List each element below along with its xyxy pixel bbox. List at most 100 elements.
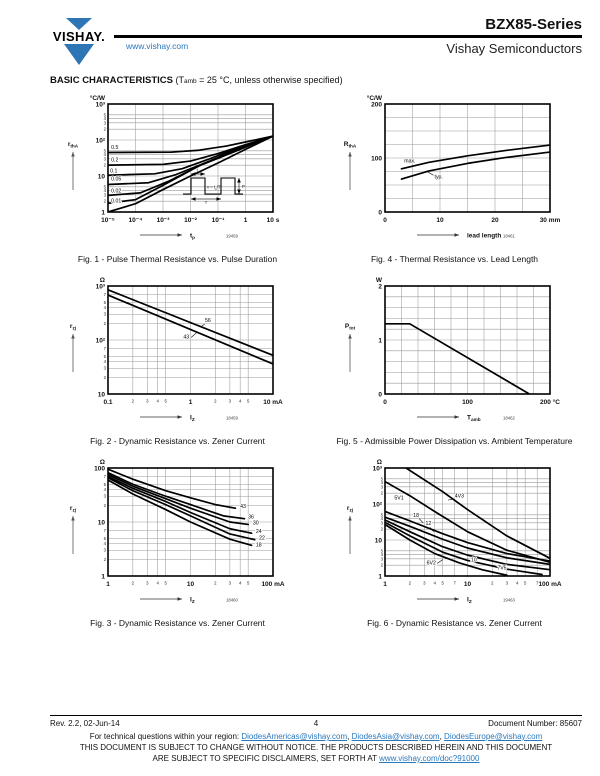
svg-text:10 s: 10 s <box>266 217 279 224</box>
svg-text:2: 2 <box>131 581 134 586</box>
email-link-americas[interactable]: DiodesAmericas@vishay.com <box>241 732 348 741</box>
svg-text:10³: 10³ <box>95 283 105 290</box>
svg-text:19463: 19463 <box>503 598 516 603</box>
page-footer: Rev. 2.2, 02-Jun-14 4 Document Number: 8… <box>50 715 582 764</box>
svg-text:100: 100 <box>94 465 105 472</box>
svg-text:3: 3 <box>228 581 231 586</box>
svg-text:4: 4 <box>103 116 106 121</box>
logo-wordmark: VISHAY. <box>52 29 106 44</box>
section-heading: BASIC CHARACTERISTICS (Tamb = 25 °C, unl… <box>50 75 582 86</box>
svg-text:4: 4 <box>103 359 106 364</box>
svg-text:°C/W: °C/W <box>366 94 382 102</box>
figure-5: 0 100 200 °C 2 1 0 W Ptot Tamb 18462 Fig. 5 - Adm… <box>327 274 582 446</box>
email-link-europe[interactable]: DiodesEurope@vishay.com <box>444 732 543 741</box>
svg-text:3: 3 <box>103 192 106 197</box>
svg-text:Ω: Ω <box>99 277 104 284</box>
contact-prefix: For technical questions within your regi… <box>89 732 242 741</box>
svg-text:4: 4 <box>515 581 518 586</box>
vishay-website-link[interactable]: www.vishay.com <box>126 41 189 51</box>
svg-text:5: 5 <box>103 148 106 153</box>
t-amb-subscript: amb <box>183 78 197 85</box>
svg-text:4: 4 <box>103 188 106 193</box>
svg-text:2: 2 <box>131 399 134 404</box>
svg-text:IZ: IZ <box>467 597 472 605</box>
svg-text:5: 5 <box>523 581 526 586</box>
svg-text:7: 7 <box>103 528 106 533</box>
figure-caption: Fig. 5 - Admissible Power Dissipation vs… <box>336 436 573 446</box>
svg-text:43: 43 <box>240 504 246 510</box>
svg-text:10: 10 <box>463 581 471 588</box>
svg-text:Ω: Ω <box>376 459 381 466</box>
svg-text:5V1: 5V1 <box>394 495 403 501</box>
svg-text:7: 7 <box>536 581 539 586</box>
svg-text:5: 5 <box>441 581 444 586</box>
svg-text:2: 2 <box>491 581 494 586</box>
logo-triangle-top-icon <box>66 18 92 30</box>
svg-text:rthA: rthA <box>67 141 78 149</box>
svg-text:0.05: 0.05 <box>111 177 121 183</box>
email-link-asia[interactable]: DiodesAsia@vishay.com <box>351 732 440 741</box>
svg-text:3: 3 <box>103 156 106 161</box>
svg-text:18461: 18461 <box>503 234 516 239</box>
svg-text:10⁻¹: 10⁻¹ <box>211 217 224 224</box>
page-header: VISHAY. BZX85-Series www.vishay.com Vish… <box>50 16 582 65</box>
svg-text:1: 1 <box>101 209 105 216</box>
svg-text:5: 5 <box>246 399 249 404</box>
svg-text:0.5: 0.5 <box>111 145 118 151</box>
page-title: BZX85-Series <box>485 16 582 33</box>
svg-text:4: 4 <box>380 480 383 485</box>
svg-text:2: 2 <box>103 163 106 168</box>
svg-text:4: 4 <box>103 541 106 546</box>
svg-text:Ω: Ω <box>99 459 104 466</box>
svg-text:3: 3 <box>505 581 508 586</box>
svg-text:IZ: IZ <box>190 597 195 605</box>
svg-text:Tamb: Tamb <box>467 415 481 423</box>
svg-text:rzj: rzj <box>69 505 75 513</box>
svg-text:3: 3 <box>103 120 106 125</box>
svg-text:3: 3 <box>380 520 383 525</box>
footer-meta-row: Rev. 2.2, 02-Jun-14 4 Document Number: 8… <box>50 719 582 728</box>
svg-text:7: 7 <box>103 474 106 479</box>
svg-text:tp: tp <box>190 233 195 241</box>
svg-text:5: 5 <box>103 300 106 305</box>
svg-text:5: 5 <box>164 581 167 586</box>
svg-text:2: 2 <box>380 527 383 532</box>
svg-text:18460: 18460 <box>226 598 239 603</box>
svg-text:7: 7 <box>103 346 106 351</box>
figure-1: 5 4 3 2 5 4 3 2 5 4 3 2 10⁻⁵ 10⁻⁴ 10⁻³ 10⁻² 10⁻¹ 1 10 s 10³… <box>50 92 305 264</box>
figure-6: 2 3 4 5 7 2 3 4 5 7 5 4 3 2 5 4 3 2 5 4 3 2 1 10 100 mA 10³ 10² 10 1… <box>327 456 582 628</box>
svg-text:5: 5 <box>246 581 249 586</box>
svg-text:2: 2 <box>378 283 382 290</box>
svg-text:20: 20 <box>491 217 499 224</box>
disclaimer-line-1: THIS DOCUMENT IS SUBJECT TO CHANGE WITHO… <box>79 743 553 752</box>
svg-text:4: 4 <box>238 399 241 404</box>
svg-text:18462: 18462 <box>503 416 516 421</box>
svg-text:4: 4 <box>103 487 106 492</box>
svg-text:200 °C: 200 °C <box>540 398 560 406</box>
header-right: BZX85-Series www.vishay.com Vishay Semic… <box>114 16 582 56</box>
svg-text:4: 4 <box>380 516 383 521</box>
svg-text:6V2: 6V2 <box>426 560 435 566</box>
svg-text:5: 5 <box>103 112 106 117</box>
vishay-logo: VISHAY. <box>50 18 108 65</box>
disclaimer-doc-link[interactable]: www.vishay.com/doc?91000 <box>379 754 480 763</box>
svg-text:30: 30 <box>252 520 258 526</box>
svg-text:1: 1 <box>106 581 110 588</box>
svg-text:ν = tp/T: ν = tp/T <box>207 185 221 192</box>
svg-text:°C/W: °C/W <box>89 94 105 102</box>
svg-text:10⁻²: 10⁻² <box>184 217 198 224</box>
svg-text:3: 3 <box>380 556 383 561</box>
svg-text:3: 3 <box>103 366 106 371</box>
svg-text:200: 200 <box>371 101 382 108</box>
svg-text:0.1: 0.1 <box>103 399 112 406</box>
svg-text:7V5: 7V5 <box>497 566 506 572</box>
svg-text:56: 56 <box>205 318 211 324</box>
svg-text:0.1: 0.1 <box>110 169 117 175</box>
svg-text:30 mm: 30 mm <box>539 217 560 224</box>
svg-text:4: 4 <box>380 552 383 557</box>
svg-text:0: 0 <box>383 399 387 406</box>
